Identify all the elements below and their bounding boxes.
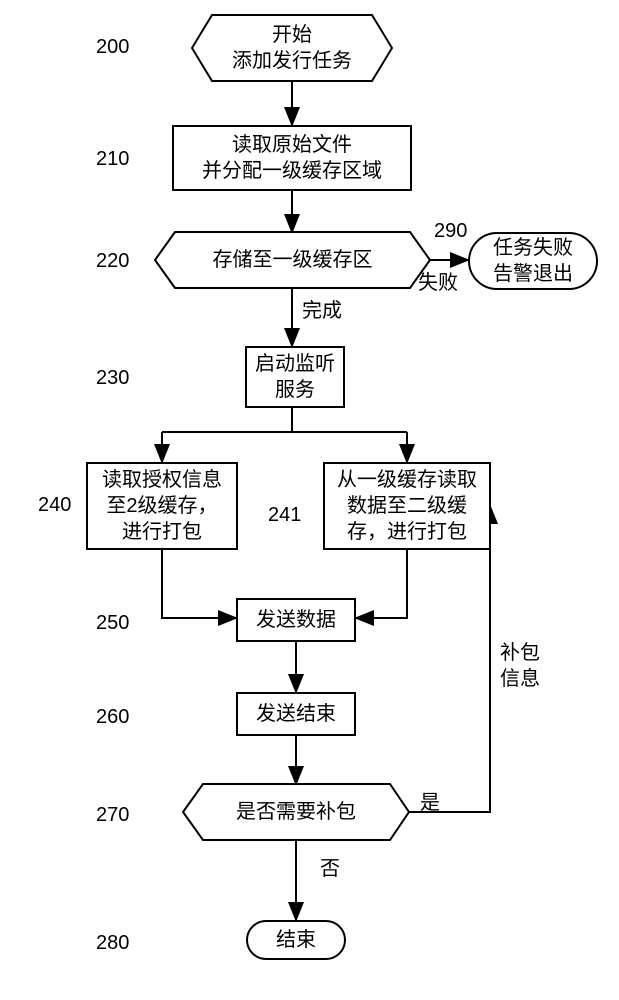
node-send-end: 发送结束 xyxy=(236,692,356,736)
node-start-listen: 启动监听 服务 xyxy=(245,346,345,408)
node-start-text: 开始 添加发行任务 xyxy=(232,22,352,74)
node-read-cache-text: 从一级缓存读取 数据至二级缓 存，进行打包 xyxy=(337,467,477,545)
label-200: 200 xyxy=(96,34,129,60)
node-read-auth: 读取授权信息 至2级缓存， 进行打包 xyxy=(86,462,238,550)
node-store-cache: 存储至一级缓存区 xyxy=(155,232,430,288)
node-send-end-text: 发送结束 xyxy=(256,701,336,727)
node-fail-exit-text: 任务失败 告警退出 xyxy=(493,235,573,287)
node-read-cache: 从一级缓存读取 数据至二级缓 存，进行打包 xyxy=(323,462,491,550)
node-fail-exit: 任务失败 告警退出 xyxy=(468,232,598,290)
node-read-file-text: 读取原始文件 并分配一级缓存区域 xyxy=(202,132,382,184)
label-220: 220 xyxy=(96,248,129,274)
node-store-cache-text: 存储至一级缓存区 xyxy=(213,247,373,273)
label-210: 210 xyxy=(96,146,129,172)
label-270: 270 xyxy=(96,802,129,828)
label-250: 250 xyxy=(96,610,129,636)
node-end-text: 结束 xyxy=(276,927,316,953)
label-done: 完成 xyxy=(302,298,342,324)
label-290: 290 xyxy=(434,218,467,244)
node-need-retry: 是否需要补包 xyxy=(183,784,409,840)
label-240: 240 xyxy=(38,492,71,518)
label-retry-info: 补包 信息 xyxy=(500,640,540,692)
node-read-file: 读取原始文件 并分配一级缓存区域 xyxy=(172,125,412,191)
node-end: 结束 xyxy=(246,920,346,960)
node-need-retry-text: 是否需要补包 xyxy=(236,799,356,825)
node-start: 开始 添加发行任务 xyxy=(192,15,392,81)
label-280: 280 xyxy=(96,930,129,956)
label-241: 241 xyxy=(268,502,301,528)
node-read-auth-text: 读取授权信息 至2级缓存， 进行打包 xyxy=(102,467,222,545)
node-send-data-text: 发送数据 xyxy=(256,607,336,633)
node-send-data: 发送数据 xyxy=(236,598,356,642)
node-start-listen-text: 启动监听 服务 xyxy=(255,351,335,403)
label-no: 否 xyxy=(320,856,340,882)
label-yes: 是 xyxy=(420,790,440,816)
label-fail: 失败 xyxy=(418,270,458,296)
label-230: 230 xyxy=(96,365,129,391)
label-260: 260 xyxy=(96,704,129,730)
flowchart-container: 开始 添加发行任务 读取原始文件 并分配一级缓存区域 存储至一级缓存区 任务失败… xyxy=(0,0,619,1000)
